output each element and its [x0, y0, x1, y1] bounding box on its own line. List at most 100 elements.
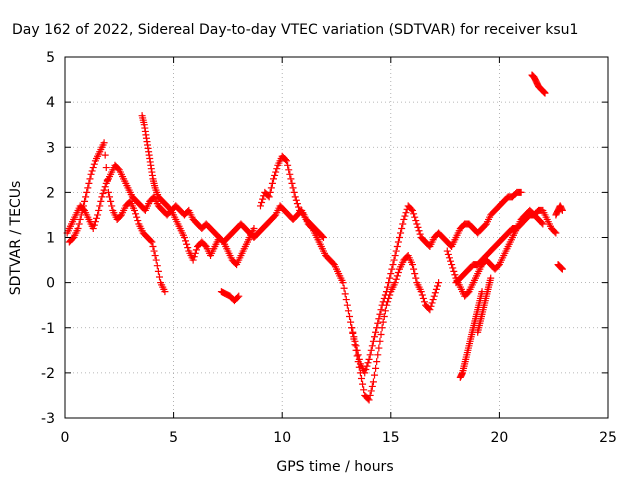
data-point: [152, 256, 160, 264]
data-point: [101, 151, 109, 159]
series-track-l: [552, 202, 566, 219]
data-point: [400, 215, 408, 223]
data-point: [429, 296, 437, 304]
data-point: [161, 288, 169, 296]
data-point: [154, 267, 162, 275]
data-point: [448, 261, 456, 269]
data-point: [284, 161, 292, 169]
data-point: [234, 293, 242, 301]
data-point: [190, 253, 198, 261]
data-point: [350, 333, 358, 341]
x-tick-label: 20: [490, 430, 508, 446]
data-point: [410, 265, 418, 273]
data-point: [289, 184, 297, 192]
data-point: [380, 294, 388, 302]
x-tick-label: 5: [169, 430, 178, 446]
data-point: [487, 274, 495, 282]
data-point: [411, 270, 419, 278]
x-tick-label: 10: [273, 430, 291, 446]
data-point: [517, 188, 525, 196]
data-point: [366, 391, 374, 399]
data-point: [444, 250, 452, 258]
data-point: [450, 267, 458, 275]
series-track-c: [138, 112, 258, 269]
data-point: [364, 359, 372, 367]
data-point: [272, 168, 280, 176]
data-point: [191, 249, 199, 257]
data-point: [265, 193, 273, 201]
data-point: [360, 386, 368, 394]
data-point: [416, 230, 424, 238]
data-point: [390, 256, 398, 264]
y-tick-label: -1: [41, 321, 55, 337]
data-point: [379, 298, 387, 306]
data-point: [412, 217, 420, 225]
data-point: [392, 275, 400, 283]
data-point: [131, 206, 139, 214]
data-point: [287, 175, 295, 183]
data-point: [366, 351, 374, 359]
data-point: [415, 227, 423, 235]
data-point: [355, 355, 363, 363]
data-point: [288, 179, 296, 187]
data-point: [379, 318, 387, 326]
data-point: [357, 375, 365, 383]
series-track-a: [63, 161, 327, 246]
data-point: [426, 306, 434, 314]
series-track-g: [443, 206, 547, 300]
data-point: [147, 237, 155, 245]
data-point: [293, 200, 301, 208]
data-point: [368, 382, 376, 390]
x-tick-label: 15: [382, 430, 400, 446]
data-point: [85, 179, 93, 187]
data-point: [100, 139, 108, 147]
data-point: [402, 209, 410, 217]
data-point: [382, 288, 390, 296]
series-track-d: [217, 288, 243, 305]
data-point: [259, 195, 267, 203]
data-point: [343, 301, 351, 309]
data-point: [372, 328, 380, 336]
data-point: [401, 212, 409, 220]
data-point: [81, 197, 89, 205]
data-point: [88, 167, 96, 175]
data-point: [369, 378, 377, 386]
data-point: [89, 224, 97, 232]
data-point: [445, 254, 453, 262]
data-point: [286, 170, 294, 178]
data-point: [397, 229, 405, 237]
data-point: [74, 224, 82, 232]
data-point: [341, 290, 349, 298]
data-point: [377, 331, 385, 339]
data-point: [433, 282, 441, 290]
data-point: [189, 256, 197, 264]
series-track-k: [528, 71, 549, 97]
data-point: [376, 310, 384, 318]
data-point: [79, 202, 87, 210]
data-point: [91, 218, 99, 226]
data-point: [431, 289, 439, 297]
data-point: [398, 224, 406, 232]
data-point: [268, 179, 276, 187]
data-point: [256, 202, 264, 210]
data-point: [443, 247, 451, 255]
data-point: [318, 232, 326, 240]
data-point: [102, 164, 110, 172]
y-tick-label: -3: [41, 411, 55, 427]
data-point: [371, 371, 379, 379]
data-point: [89, 164, 97, 172]
y-tick-label: 3: [46, 140, 55, 156]
data-point: [134, 217, 142, 225]
data-point: [552, 229, 560, 237]
data-point: [101, 183, 109, 191]
chart-title: Day 162 of 2022, Sidereal Day-to-day VTE…: [12, 22, 578, 38]
data-point: [385, 279, 393, 287]
data-point: [103, 176, 111, 184]
data-point: [106, 193, 114, 201]
data-point: [150, 247, 158, 255]
data-point: [411, 213, 419, 221]
data-point: [149, 243, 157, 251]
data-point: [538, 219, 546, 227]
data-point: [427, 302, 435, 310]
data-point: [447, 257, 455, 265]
